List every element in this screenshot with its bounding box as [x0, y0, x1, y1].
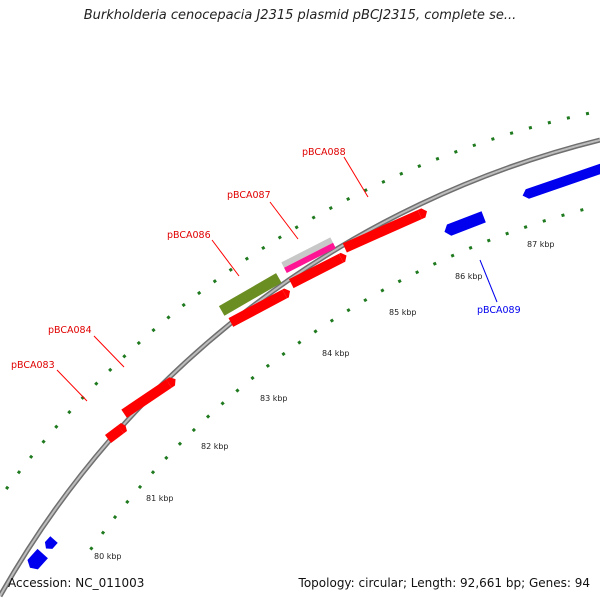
gene-reverse-arrow-bottom-left-1[interactable] — [25, 548, 48, 572]
topology-summary: Topology: circular; Length: 92,661 bp; G… — [298, 576, 590, 590]
scale-label: 85 kbp — [389, 308, 417, 317]
gene-label-pBCA083: pBCA083 — [11, 360, 55, 371]
gene-pBCA086-arrow[interactable] — [218, 273, 282, 316]
accession-text: Accession: NC_011003 — [8, 576, 145, 590]
scale-label: 83 kbp — [260, 394, 288, 403]
gene-label-leaders — [56, 156, 498, 402]
scale-label: 84 kbp — [322, 349, 350, 358]
gene-label-pBCA088: pBCA088 — [302, 147, 346, 158]
gene-label-pBCA087: pBCA087 — [227, 190, 271, 201]
map-title: Burkholderia cenocepacia J2315 plasmid p… — [83, 8, 517, 23]
gene-pBCA087b-arrow[interactable] — [288, 251, 349, 289]
gene-label-pBCA089: pBCA089 — [477, 305, 521, 316]
gene-pBCA089-arrow[interactable] — [442, 211, 486, 237]
gene-label-pBCA084: pBCA084 — [48, 325, 92, 336]
backbone-circle — [0, 137, 600, 598]
scale-label: 80 kbp — [94, 552, 122, 561]
scale-label: 81 kbp — [146, 494, 174, 503]
gene-label-pBCA086: pBCA086 — [167, 230, 211, 241]
gene-pBCA083-arrow[interactable] — [105, 422, 129, 444]
scale-label: 87 kbp — [527, 240, 555, 249]
gene-pBCA084-arrow[interactable] — [121, 375, 178, 418]
outer-tick-track — [0, 110, 597, 501]
gene-pBCA085-arrow[interactable] — [228, 287, 293, 327]
gene-reverse-arrow-top-right[interactable] — [521, 160, 600, 200]
gene-pBCA087-arrow[interactable] — [281, 237, 336, 274]
scale-label: 86 kbp — [455, 272, 483, 281]
gene-reverse-arrow-bottom-left-2[interactable] — [42, 536, 58, 552]
scale-label: 82 kbp — [201, 442, 229, 451]
gene-pBCA088-arrow[interactable] — [342, 207, 429, 253]
